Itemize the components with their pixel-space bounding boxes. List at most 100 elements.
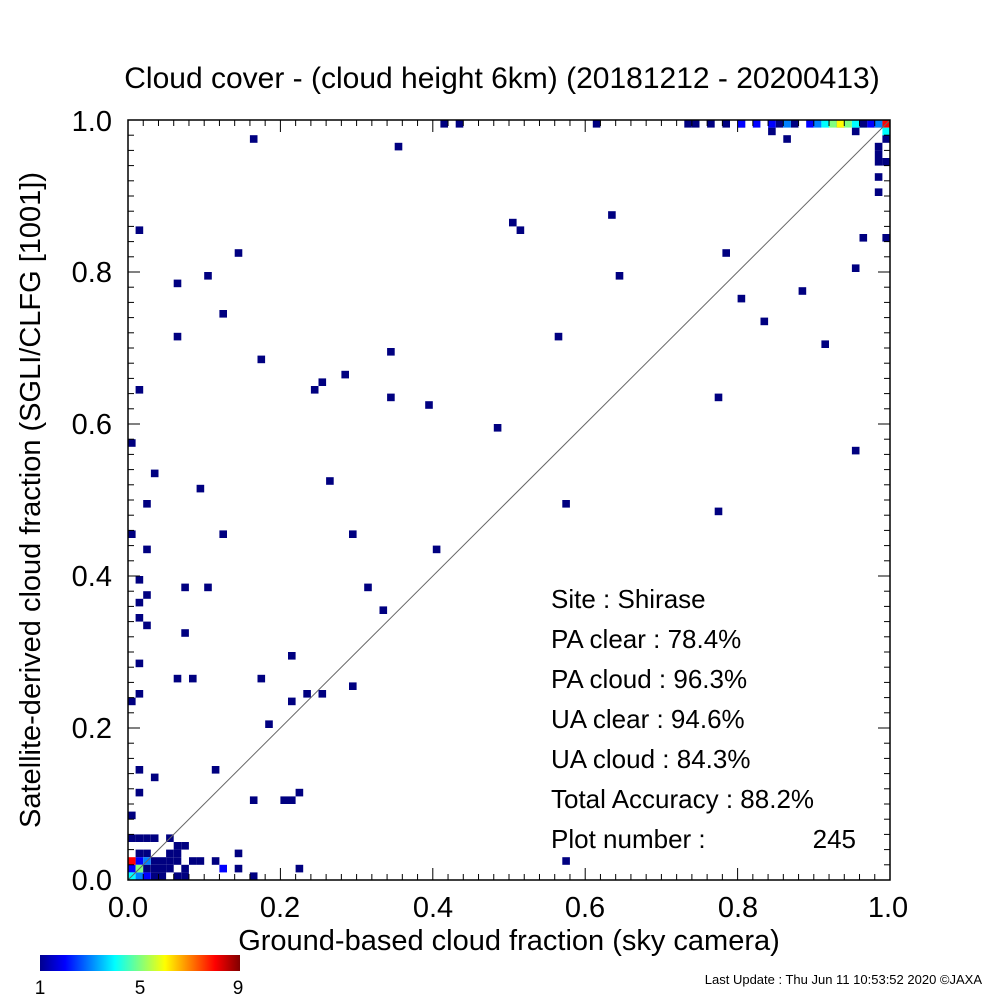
heatmap-cell xyxy=(554,332,563,341)
heatmap-cell xyxy=(128,857,136,865)
heatmap-cell xyxy=(425,401,433,409)
heatmap-cell xyxy=(166,857,174,865)
heatmap-cell xyxy=(874,173,883,181)
heatmap-cell xyxy=(387,348,395,356)
heatmap-cell xyxy=(280,796,288,804)
heatmap-cell xyxy=(166,864,174,873)
heatmap-cell xyxy=(211,766,220,774)
heatmap-cell xyxy=(295,788,304,797)
heatmap-cell xyxy=(150,773,159,782)
heatmap-cell xyxy=(349,682,357,690)
heatmap-cell xyxy=(364,583,372,592)
heatmap-cell xyxy=(874,142,883,151)
heatmap-cell xyxy=(768,120,776,128)
heatmap-cell xyxy=(783,135,791,143)
heatmap-cell xyxy=(158,872,167,880)
x-tick-label: 1.0 xyxy=(868,892,908,924)
site-label: Site : Shirase xyxy=(551,584,706,614)
x-tick-label: 0.0 xyxy=(108,892,148,924)
heatmap-cell xyxy=(326,477,334,485)
statistics-panel: Site : Shirase PA clear : 78.4% PA cloud… xyxy=(551,584,856,854)
heatmap-cell xyxy=(234,249,243,257)
heatmap-cell xyxy=(387,393,395,402)
heatmap-cell xyxy=(135,857,144,865)
heatmap-cell xyxy=(143,621,151,630)
heatmap-cell xyxy=(128,834,136,842)
y-axis-title: Satellite-derived cloud fraction (SGLI/C… xyxy=(15,172,47,828)
plot-number-value: 245 xyxy=(813,824,856,854)
heatmap-cell xyxy=(303,690,311,698)
x-tick-label: 0.6 xyxy=(565,892,605,924)
heatmap-cell xyxy=(707,120,715,128)
heatmap-cell xyxy=(867,120,875,128)
y-tick-label: 0.0 xyxy=(72,865,112,897)
heatmap-cell xyxy=(196,484,205,493)
heatmap-cell xyxy=(135,766,144,774)
heatmap-cell xyxy=(851,264,860,272)
heatmap-cell xyxy=(150,469,159,478)
heatmap-cell xyxy=(874,158,883,166)
heatmap-cell xyxy=(349,530,357,538)
heatmap-cell xyxy=(379,606,388,614)
heatmap-cell xyxy=(760,317,769,326)
heatmap-cell xyxy=(288,697,296,706)
heatmap-cell xyxy=(691,120,700,128)
ua-cloud-stat: UA cloud : 84.3% xyxy=(551,744,750,774)
heatmap-cell xyxy=(455,120,464,128)
heatmap-cell xyxy=(135,576,144,584)
total-accuracy-stat: Total Accuracy : 88.2% xyxy=(551,784,814,814)
heatmap-cell xyxy=(150,857,159,865)
heatmap-cell xyxy=(166,849,174,858)
heatmap-cell xyxy=(150,834,159,842)
chart-title: Cloud cover - (cloud height 6km) (201812… xyxy=(124,62,879,95)
heatmap-cell xyxy=(722,120,730,128)
heatmap-cell xyxy=(249,135,258,143)
x-axis-title: Ground-based cloud fraction (sky camera) xyxy=(238,925,780,957)
heatmap-cell xyxy=(135,614,144,622)
heatmap-cell xyxy=(173,849,182,858)
heatmap-cell xyxy=(257,674,266,683)
heatmap-cell xyxy=(295,864,304,873)
heatmap-cell xyxy=(714,507,723,516)
heatmap-cell xyxy=(143,500,151,508)
heatmap-cell xyxy=(143,872,151,880)
heatmap-cell xyxy=(318,378,327,386)
heatmap-cell xyxy=(562,857,570,865)
heatmap-cell xyxy=(173,842,182,850)
heatmap-cell xyxy=(173,857,182,865)
heatmap-cell xyxy=(211,857,220,865)
pa-cloud-stat: PA cloud : 96.3% xyxy=(551,664,747,694)
heatmap-cell xyxy=(874,120,883,128)
heatmap-cell xyxy=(341,370,349,379)
y-tick-label: 0.6 xyxy=(72,409,112,441)
heatmap-cell xyxy=(851,446,860,455)
heatmap-cell xyxy=(592,120,601,128)
heatmap-cell xyxy=(714,393,723,402)
heatmap-cell xyxy=(135,788,144,797)
pa-clear-stat: PA clear : 78.4% xyxy=(551,624,741,654)
heatmap-cell xyxy=(128,864,136,873)
heatmap-cell xyxy=(775,120,784,128)
heatmap-cell xyxy=(143,545,151,554)
x-tick-label: 0.4 xyxy=(413,892,453,924)
heatmap-cell xyxy=(204,272,212,280)
heatmap-cell xyxy=(813,120,822,128)
heatmap-cell xyxy=(249,796,258,804)
heatmap-cell xyxy=(173,674,182,683)
heatmap-cell xyxy=(844,120,852,128)
heatmap-cell xyxy=(882,158,890,166)
heatmap-cell xyxy=(882,127,890,136)
heatmap-cell xyxy=(173,872,182,880)
heatmap-cell xyxy=(181,629,189,637)
colorbar-label-min: 1 xyxy=(35,978,46,999)
heatmap-cell xyxy=(874,150,883,158)
heatmap-cell xyxy=(204,583,212,592)
heatmap-cell xyxy=(768,127,776,136)
heatmap-cell xyxy=(219,310,227,318)
heatmap-cell xyxy=(150,872,159,880)
heatmap-cell xyxy=(257,355,266,364)
heatmap-cell xyxy=(181,583,189,592)
heatmap-cell xyxy=(798,287,807,295)
x-tick-labels: 0.0 0.2 0.4 0.6 0.8 1.0 xyxy=(108,892,908,924)
